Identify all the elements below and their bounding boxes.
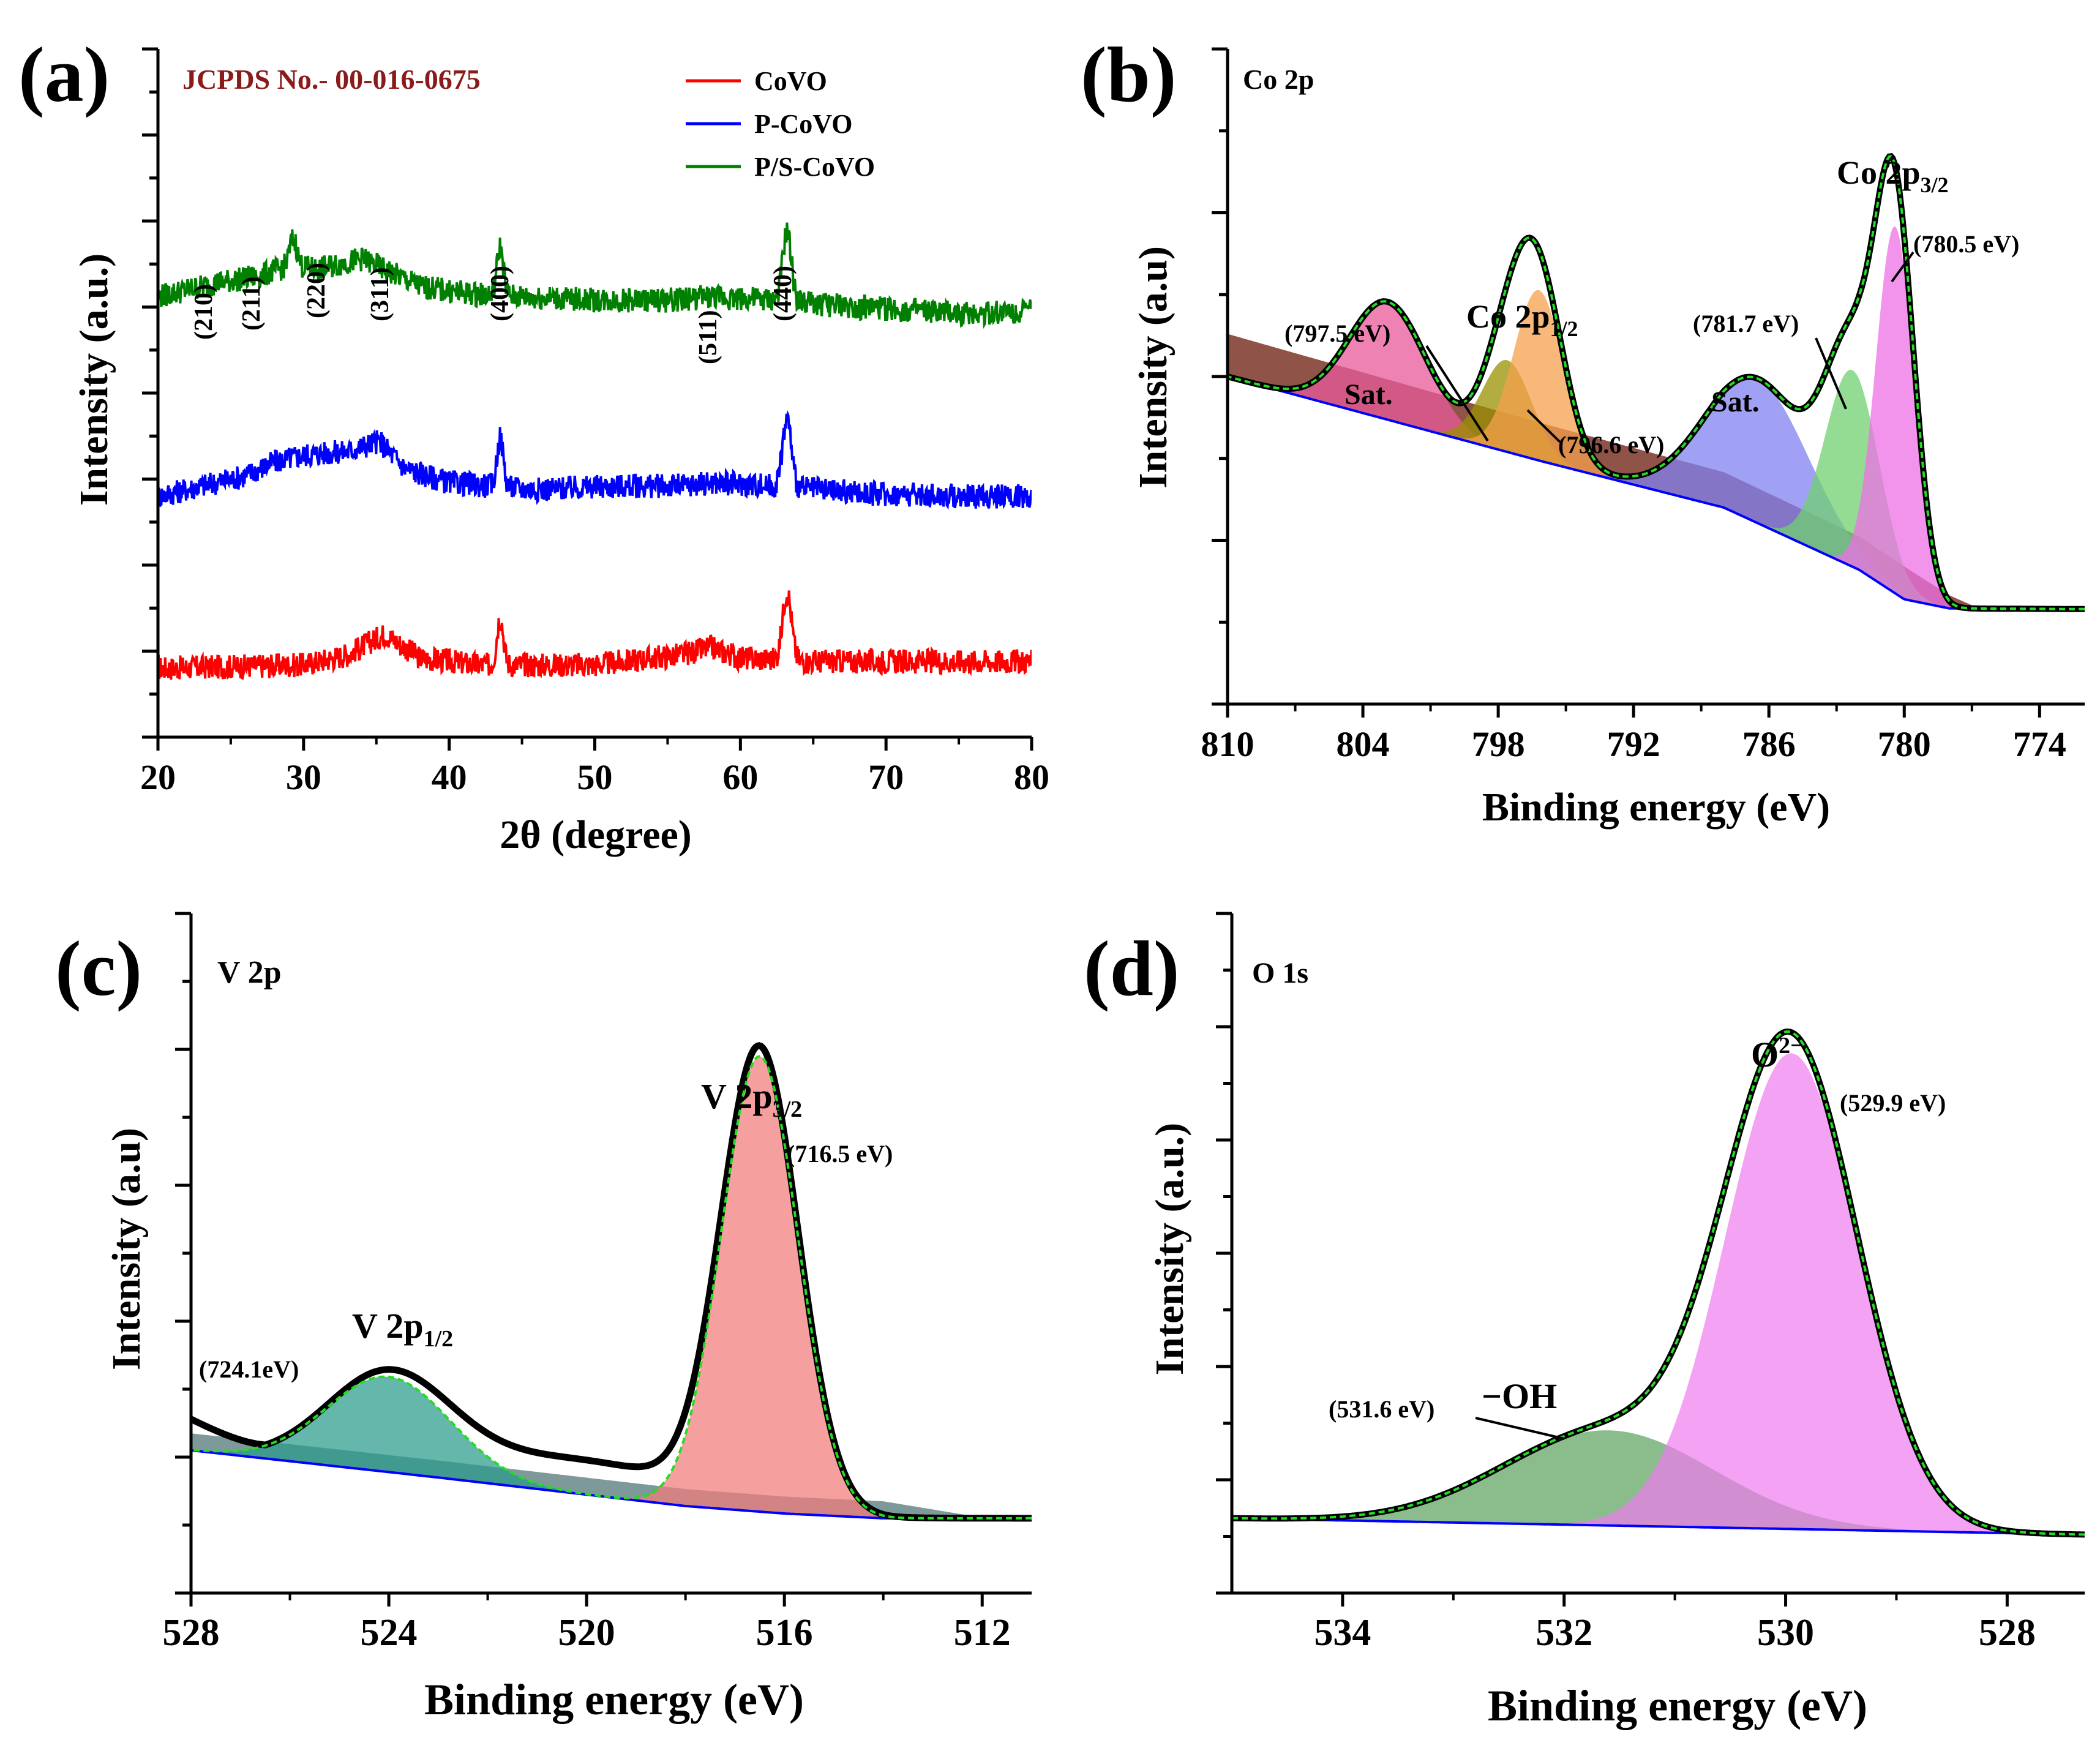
x-tick-label: 80 [1014,757,1049,797]
panel-a-ylabel: Intensity (a.u.) [72,253,116,506]
x-tick-label: 810 [1201,724,1254,764]
x-tick-label: 524 [361,1612,418,1654]
x-tick-label: 50 [577,757,613,797]
panel-d-axes: 534 532 530 528 [1216,912,2085,1654]
x-tick-label: 798 [1472,724,1525,764]
x-tick-label: 774 [2013,724,2066,764]
panel-b-label: (b) [1081,31,1176,118]
panel-b-ylabel: Intensity (a.u) [1131,246,1176,489]
annotation-781-7: (781.7 eV) [1693,310,1799,337]
panel-d-plot [1232,1028,2085,1538]
panel-a: (a) JCPDS No.- 00-016-0675 20 30 40 50 60 70 8… [18,31,1049,857]
peak-label-220: (220) [302,263,331,318]
x-tick-label: 520 [558,1612,615,1654]
fit-line [1232,1030,2085,1536]
annotation-529-9: (529.9 eV) [1840,1089,1946,1117]
peak-label-311: (311) [366,267,394,321]
panel-a-xlabel: 2θ (degree) [500,812,692,857]
x-tick-label: 792 [1607,724,1660,764]
x-tick-label: 60 [722,757,758,797]
legend-label-p-covo: P-CoVO [754,109,852,139]
arrow-781-7 [1815,337,1847,410]
annotation-sat-1: Sat. [1344,378,1393,411]
annotation-797-5: (797.5 eV) [1284,320,1390,347]
peak-label-440: (440) [769,266,797,321]
x-tick-label: 516 [756,1612,813,1654]
panel-b: (b) Co 2p 810 804 798 792 786 780 774 Sat. (79… [1081,31,2085,830]
x-tick-label: 528 [1979,1612,2036,1654]
panel-a-peak-labels: (210) (211) (220) (311) (400) (511) (440… [190,263,797,364]
peak-label-211: (211) [238,276,266,331]
x-tick-label: 804 [1337,724,1390,764]
x-tick-label: 530 [1757,1612,1814,1654]
panel-a-label: (a) [18,31,110,118]
panel-a-plot [158,222,1032,680]
panel-b-title: Co 2p [1243,64,1314,95]
panel-c-ylabel: Intensity (a.u) [104,1128,149,1370]
x-tick-label: 70 [868,757,904,797]
panel-d-ylabel: Intensity (a.u.) [1147,1123,1192,1376]
x-tick-label: 30 [286,757,321,797]
series-line-p-covo [158,410,1032,510]
component-780-5 [1228,226,2085,609]
arrow-797-5 [1425,345,1489,442]
x-tick-label: 786 [1742,724,1796,764]
panel-c-axes: 528 524 520 516 512 [163,912,1032,1654]
panel-d-title: O 1s [1252,957,1308,989]
series-line-ps-covo [158,222,1032,329]
panel-d-xlabel: Binding energy (eV) [1488,1681,1867,1730]
x-tick-label: 780 [1878,724,1931,764]
panel-a-axes: 20 30 40 50 60 70 80 [140,47,1049,797]
peak-title-o2-: O2− [1751,1033,1804,1074]
panel-b-plot [1228,152,2085,612]
panel-b-xlabel: Binding energy (eV) [1482,785,1830,830]
x-tick-label: 532 [1536,1612,1592,1654]
peak-label-210: (210) [190,284,218,340]
panel-c-title: V 2p [217,955,282,990]
background-line [1232,1517,2085,1536]
annotation-oh: −OH [1482,1376,1557,1416]
x-tick-label: 534 [1314,1612,1371,1654]
annotation-sat-2: Sat. [1711,386,1760,418]
arrow-780-5 [1891,251,1914,283]
peak-title-co-2p-3-2: Co 2p3/2 [1837,154,1949,197]
component-o2- [1232,1053,2085,1535]
panel-c: (c) V 2p 528 524 520 516 512 (724.1eV) V 2p1… [55,912,1032,1724]
x-tick-label: 20 [140,757,176,797]
peak-title-co-2p-1-2: Co 2p1/2 [1466,298,1578,341]
x-tick-label: 528 [163,1612,220,1654]
panel-a-annotation: JCPDS No.- 00-016-0675 [182,64,481,95]
background-line [1228,375,2085,610]
arrow-796-6 [1526,409,1561,443]
annotation-724-1: (724.1eV) [199,1355,299,1383]
annotation-796-6: (796.6 eV) [1558,431,1664,459]
legend-label-covo: CoVO [754,66,827,96]
annotation-531-6: (531.6 eV) [1329,1395,1434,1423]
series-line-covo [158,590,1032,680]
annotation-780-5: (780.5 eV) [1913,230,2019,258]
panel-a-legend: CoVO P-CoVO P/S-CoVO [686,66,875,182]
component-v-2p-1-2 [191,1376,1032,1518]
panel-d-label: (d) [1084,925,1179,1012]
panel-b-axes: 810 804 798 792 786 780 774 [1201,47,2085,764]
panel-d: (d) O 1s 534 532 530 528 (531.6 eV) −OH (52… [1084,912,2085,1730]
peak-title-v-2p-3-2: V 2p3/2 [701,1076,802,1122]
fit-line [1228,155,2085,610]
legend-label-ps-covo: P/S-CoVO [754,152,875,182]
peak-label-400: (400) [486,266,514,321]
peak-title-v-2p-1-2: V 2p1/2 [352,1306,453,1352]
panel-c-label: (c) [55,925,142,1012]
x-tick-label: 40 [432,757,467,797]
x-tick-label: 512 [954,1612,1011,1654]
arrow-531-6 [1475,1417,1565,1440]
panel-c-xlabel: Binding energy (eV) [424,1675,804,1724]
fit-line [191,1055,1032,1520]
annotation-716-5: (716.5 eV) [787,1140,893,1168]
peak-label-511: (511) [694,310,722,364]
panel-c-plot [191,1042,1032,1522]
